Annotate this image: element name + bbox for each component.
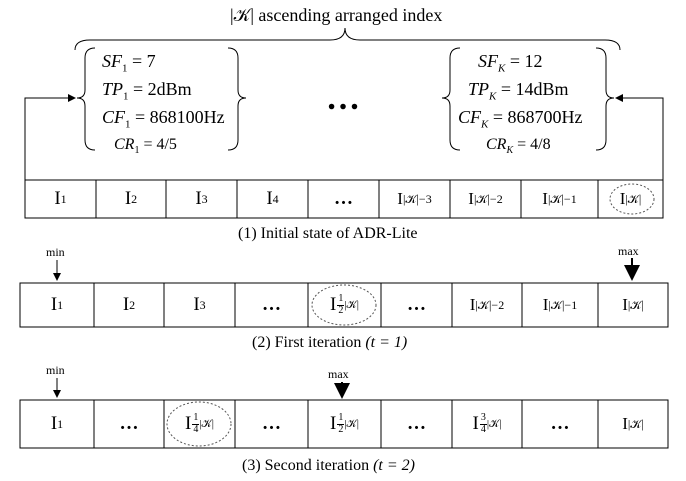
row3-array bbox=[19, 399, 669, 449]
param-cf-last: CFK = 868700Hz bbox=[458, 107, 583, 131]
row1-highlight-ellipse bbox=[609, 183, 655, 215]
row1-cell-highlighted: I |𝒦| bbox=[619, 189, 642, 208]
row2-cell-highlighted: I 1 2 |𝒦| bbox=[330, 293, 359, 316]
param-sf-last: SFK = 12 bbox=[478, 51, 543, 75]
row3-cell-highlighted: I 1 4 |𝒦| bbox=[185, 412, 214, 435]
right-connector-arrow bbox=[615, 94, 664, 180]
left-connector-arrow bbox=[24, 94, 76, 180]
row2-cell-ellipsis: … bbox=[407, 294, 426, 315]
row2-cell: I |𝒦| bbox=[622, 295, 644, 314]
row1-cell-ellipsis: … bbox=[334, 188, 353, 209]
row1-caption: (1) Initial state of ADR-Lite bbox=[238, 225, 418, 242]
row2-highlight-ellipse bbox=[311, 284, 377, 326]
param-tp-first: TP1 = 2dBm bbox=[102, 79, 192, 103]
param-cr-last: CRK = 4/8 bbox=[486, 136, 551, 157]
row3-cell-ellipsis: … bbox=[262, 413, 281, 434]
row3-min-label: min bbox=[46, 363, 65, 377]
param-sf-first: SF1 = 7 bbox=[102, 51, 156, 75]
row1-cell: I |𝒦|−2 bbox=[468, 189, 503, 208]
row2-cell-ellipsis: … bbox=[262, 294, 281, 315]
row3-max-label: max bbox=[328, 367, 349, 381]
row1-cell: I |𝒦|−3 bbox=[397, 189, 432, 208]
row3-caption: (3) Second iteration (t = 2) bbox=[242, 457, 415, 474]
row3-cell: I |𝒦| bbox=[622, 414, 644, 433]
left-param-brace-close bbox=[227, 47, 247, 151]
param-tp-last: TPK = 14dBm bbox=[468, 79, 569, 103]
params-ellipsis: … bbox=[326, 80, 360, 117]
row1-array bbox=[24, 179, 664, 219]
row2-caption: (2) First iteration (t = 1) bbox=[252, 334, 408, 351]
row2-cell: I |𝒦|−1 bbox=[542, 295, 578, 314]
row2-array bbox=[19, 282, 669, 328]
row3-cell-ellipsis: … bbox=[407, 413, 426, 434]
right-param-brace-close bbox=[595, 47, 615, 151]
row3-cell: I 3 4 |𝒦| bbox=[472, 412, 502, 435]
param-cr-first: CR1 = 4/5 bbox=[114, 136, 177, 157]
row2-cell: I |𝒦|−2 bbox=[469, 295, 505, 314]
row3-cell: I 1 2 |𝒦| bbox=[330, 412, 359, 435]
row1-cell: I |𝒦|−1 bbox=[542, 189, 577, 208]
row3-cell-ellipsis: … bbox=[550, 413, 570, 434]
diagram-title: |𝒦| ascending arranged index bbox=[230, 5, 443, 25]
row3-highlight-ellipse bbox=[166, 401, 232, 447]
right-param-brace-open bbox=[441, 47, 461, 151]
row3-cell-ellipsis: … bbox=[119, 413, 139, 434]
left-param-brace-open bbox=[76, 47, 96, 151]
param-cf-first: CF1 = 868100Hz bbox=[102, 107, 225, 131]
row2-max-label: max bbox=[618, 244, 639, 258]
top-brace bbox=[74, 27, 621, 51]
row2-min-label: min bbox=[46, 245, 65, 259]
